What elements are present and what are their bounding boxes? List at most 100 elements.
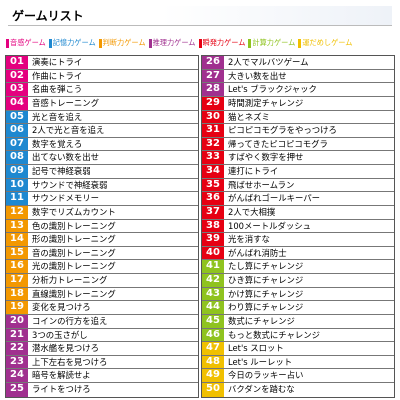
legend-swatch bbox=[198, 38, 202, 48]
game-title: ピコピコモグラをやっつけろ bbox=[228, 125, 337, 136]
game-number: 10 bbox=[6, 178, 28, 192]
game-title: 時間測定チャレンジ bbox=[228, 97, 304, 108]
game-number: 04 bbox=[6, 96, 28, 110]
game-number: 44 bbox=[202, 301, 224, 314]
game-row: 49 今日のラッキー占い bbox=[202, 369, 394, 383]
game-title: 光の識別トレーニング bbox=[32, 261, 116, 272]
game-number: 46 bbox=[202, 328, 224, 342]
game-title: 演奏にトライ bbox=[32, 57, 83, 67]
legend-item: 判断力ゲーム bbox=[98, 37, 146, 49]
game-row: 25 ライトをつけろ bbox=[6, 383, 198, 397]
game-title: 2人で光と音を追え bbox=[32, 125, 105, 136]
game-row: 11 サウンドメモリー bbox=[6, 192, 198, 206]
game-number: 19 bbox=[6, 301, 28, 314]
game-title: 猫とネズミ bbox=[228, 111, 270, 122]
game-title: 名曲を弾こう bbox=[32, 84, 83, 95]
game-row: 29 時間測定チャレンジ bbox=[202, 96, 394, 111]
game-title: Let's ルーレット bbox=[228, 356, 293, 367]
game-number: 37 bbox=[202, 205, 224, 219]
game-number: 06 bbox=[6, 124, 28, 137]
game-row: 24 暗号を解読せよ bbox=[6, 369, 198, 383]
game-row: 14 形の識別トレーニング bbox=[6, 233, 198, 247]
game-row: 48 Let's ルーレット bbox=[202, 355, 394, 370]
game-title: 2人で大相撲 bbox=[228, 206, 276, 217]
game-number: 35 bbox=[202, 178, 224, 192]
game-title: 音感トレーニング bbox=[32, 97, 99, 108]
game-row: 01 演奏にトライ bbox=[6, 56, 198, 70]
game-title: 色の識別トレーニング bbox=[32, 220, 116, 231]
game-title: 連打にトライ bbox=[228, 166, 279, 176]
game-row: 20 コインの行方を追え bbox=[6, 314, 198, 329]
game-title: もっと数式にチャレンジ bbox=[228, 329, 321, 340]
game-title: 出てない数を出せ bbox=[32, 152, 99, 163]
game-title: バクダンを踏むな bbox=[228, 384, 295, 394]
game-number: 20 bbox=[6, 314, 28, 328]
game-row: 06 2人で光と音を追え bbox=[6, 124, 198, 138]
game-number: 49 bbox=[202, 369, 224, 382]
game-row: 19 変化を見つけろ bbox=[6, 301, 198, 315]
game-number: 26 bbox=[202, 56, 224, 69]
game-title: 今日のラッキー占い bbox=[228, 370, 304, 381]
game-number: 39 bbox=[202, 233, 224, 246]
game-row: 18 直線識別トレーニング bbox=[6, 287, 198, 302]
legend-label: 推理力ゲーム bbox=[152, 38, 196, 47]
game-row: 36 がんばれゴールキーパー bbox=[202, 192, 394, 206]
column: 26 2人でマルバツゲーム 27 大きい数を出せ 28 Let's ブラックジャック 29 時… bbox=[201, 55, 395, 398]
legend: 音感ゲーム 記憶力ゲーム 判断力ゲーム 推理力ゲーム 瞬発力ゲーム 計算力ゲーム 運だめしゲ… bbox=[6, 37, 398, 49]
game-number: 18 bbox=[6, 287, 28, 301]
game-number: 45 bbox=[202, 314, 224, 328]
game-title: 変化を見つけろ bbox=[32, 302, 91, 313]
game-row: 39 光を消すな bbox=[202, 233, 394, 247]
game-row: 46 もっと数式にチャレンジ bbox=[202, 328, 394, 343]
game-number: 13 bbox=[6, 219, 28, 233]
game-number: 25 bbox=[6, 383, 28, 397]
game-number: 28 bbox=[202, 83, 224, 96]
game-title: 直線識別トレーニング bbox=[32, 288, 116, 299]
column: 01 演奏にトライ 02 作曲にトライ 03 名曲を弾こう 04 音感トレーニング 05 光と音を… bbox=[5, 55, 199, 398]
game-number: 50 bbox=[202, 383, 224, 397]
game-row: 33 すばやく数字を押せ bbox=[202, 151, 394, 165]
game-title: 光を消すな bbox=[228, 234, 270, 245]
game-row: 02 作曲にトライ bbox=[6, 69, 198, 84]
game-title: 数式にチャレンジ bbox=[228, 315, 295, 326]
game-title: がんばれ消防士 bbox=[228, 247, 287, 258]
game-title: 数字を覚えろ bbox=[32, 138, 83, 149]
game-title: Let's スロット bbox=[228, 343, 284, 354]
game-title: 3つの玉さがし bbox=[32, 329, 88, 340]
legend-item: 推理力ゲーム bbox=[148, 37, 196, 49]
game-title: 音の識別トレーニング bbox=[32, 247, 116, 258]
game-number: 48 bbox=[202, 355, 224, 369]
game-row: 22 潜水艦を見つけろ bbox=[6, 342, 198, 356]
game-number: 16 bbox=[6, 260, 28, 273]
game-row: 34 連打にトライ bbox=[202, 165, 394, 179]
game-row: 41 たし算にチャレンジ bbox=[202, 260, 394, 274]
game-number: 02 bbox=[6, 69, 28, 83]
game-title: コインの行方を追え bbox=[32, 315, 108, 326]
game-number: 42 bbox=[202, 274, 224, 287]
legend-label: 判断力ゲーム bbox=[102, 38, 146, 47]
game-title: ひき算にチャレンジ bbox=[228, 275, 304, 285]
game-number: 14 bbox=[6, 233, 28, 246]
game-number: 27 bbox=[202, 69, 224, 83]
legend-swatch bbox=[48, 38, 52, 48]
game-row: 42 ひき算にチャレンジ bbox=[202, 274, 394, 288]
game-number: 36 bbox=[202, 192, 224, 205]
game-title: わり算にチャレンジ bbox=[228, 302, 304, 313]
legend-item: 瞬発力ゲーム bbox=[198, 37, 245, 49]
game-title: Let's ブラックジャック bbox=[228, 84, 317, 95]
game-number: 08 bbox=[6, 151, 28, 164]
game-title: 記号で神経衰弱 bbox=[32, 166, 91, 176]
game-number: 32 bbox=[202, 137, 224, 151]
game-title: サウンドで神経衰弱 bbox=[32, 179, 108, 190]
game-number: 03 bbox=[6, 83, 28, 96]
game-row: 03 名曲を弾こう bbox=[6, 83, 198, 97]
game-row: 05 光と音を追え bbox=[6, 110, 198, 125]
game-number: 15 bbox=[6, 246, 28, 260]
game-number: 41 bbox=[202, 260, 224, 273]
game-number: 47 bbox=[202, 342, 224, 355]
legend-item: 計算力ゲーム bbox=[248, 37, 295, 49]
game-title: 潜水艦を見つけろ bbox=[32, 343, 99, 354]
game-row: 31 ピコピコモグラをやっつけろ bbox=[202, 124, 394, 138]
game-number: 34 bbox=[202, 165, 224, 178]
